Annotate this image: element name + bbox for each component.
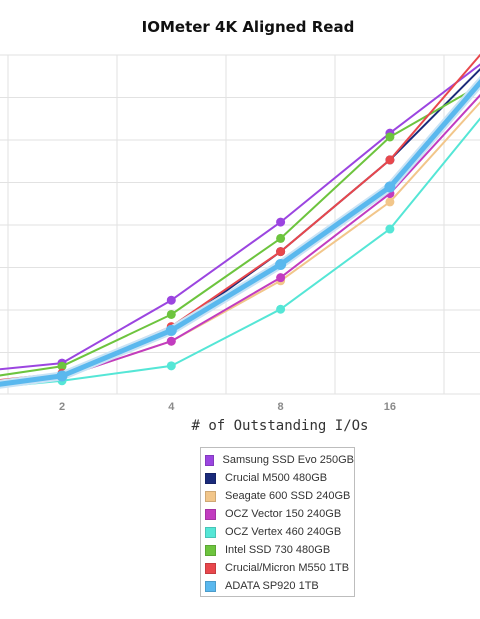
series-line xyxy=(0,93,480,383)
series-group xyxy=(0,53,480,389)
data-point xyxy=(276,273,286,283)
legend: Samsung SSD Evo 250GB Crucial M500 480GB S… xyxy=(200,447,355,597)
data-point xyxy=(166,295,176,305)
legend-item: Intel SSD 730 480GB xyxy=(205,541,354,559)
legend-label: Intel SSD 730 480GB xyxy=(225,544,331,556)
data-point xyxy=(166,361,176,371)
legend-label: Crucial M500 480GB xyxy=(225,472,328,484)
x-tick-label: 16 xyxy=(384,401,396,413)
x-tick-labels: 2 4 8 16 xyxy=(59,401,396,413)
data-point xyxy=(384,181,396,193)
legend-swatch xyxy=(205,490,216,502)
data-point xyxy=(166,336,176,346)
data-point xyxy=(276,217,286,227)
series-crucial-micron-m550-1tb xyxy=(0,53,480,382)
series-line xyxy=(0,63,480,371)
data-point xyxy=(385,224,395,234)
legend-item: OCZ Vector 150 240GB xyxy=(205,505,354,523)
data-point xyxy=(385,155,395,165)
legend-swatch xyxy=(205,526,216,538)
legend-swatch xyxy=(205,508,216,520)
legend-swatch xyxy=(205,454,214,466)
series-adata-sp920-1tb xyxy=(0,75,480,389)
series-seagate-600-ssd-240gb xyxy=(0,101,480,386)
legend-swatch xyxy=(205,562,216,574)
x-tick-label: 2 xyxy=(59,401,65,413)
data-point xyxy=(166,309,176,319)
series-line xyxy=(0,84,480,377)
data-point xyxy=(385,197,395,207)
data-point xyxy=(276,247,286,257)
data-point xyxy=(57,361,67,371)
series-intel-ssd-730-480gb xyxy=(0,84,480,377)
legend-label: Samsung SSD Evo 250GB xyxy=(222,454,354,466)
legend-label: OCZ Vector 150 240GB xyxy=(225,508,342,520)
data-point xyxy=(275,258,287,270)
data-point xyxy=(276,304,286,314)
data-point xyxy=(276,233,286,243)
series-samsung-ssd-evo-250gb xyxy=(0,63,480,371)
series-line xyxy=(0,67,480,385)
legend-item: Seagate 600 SSD 240GB xyxy=(205,487,354,505)
chart-title: IOMeter 4K Aligned Read xyxy=(141,18,355,36)
legend-swatch xyxy=(205,544,216,556)
series-ocz-vertex-460-240gb xyxy=(0,117,480,388)
legend-label: OCZ Vertex 460 240GB xyxy=(225,526,342,538)
series-ocz-vector-150-240gb xyxy=(0,93,480,383)
series-line xyxy=(0,53,480,382)
legend-label: Seagate 600 SSD 240GB xyxy=(225,490,351,502)
data-point xyxy=(165,324,177,336)
series-line xyxy=(0,78,480,387)
x-tick-label: 8 xyxy=(278,401,284,413)
legend-swatch xyxy=(205,580,216,592)
legend-item: ADATA SP920 1TB xyxy=(205,577,354,595)
legend-item: Crucial M500 480GB xyxy=(205,469,354,487)
x-axis-label: # of Outstanding I/Os xyxy=(191,418,369,434)
legend-label: Crucial/Micron M550 1TB xyxy=(225,562,350,574)
legend-item: OCZ Vertex 460 240GB xyxy=(205,523,354,541)
legend-label: ADATA SP920 1TB xyxy=(225,580,319,592)
data-point xyxy=(56,370,68,382)
series-lines xyxy=(0,53,480,389)
grid xyxy=(0,54,480,395)
x-tick-label: 4 xyxy=(168,401,175,413)
series-line-shadow xyxy=(0,75,480,389)
data-point xyxy=(385,132,395,142)
legend-swatch xyxy=(205,472,216,484)
legend-item: Samsung SSD Evo 250GB xyxy=(205,451,354,469)
legend-item: Crucial/Micron M550 1TB xyxy=(205,559,354,577)
